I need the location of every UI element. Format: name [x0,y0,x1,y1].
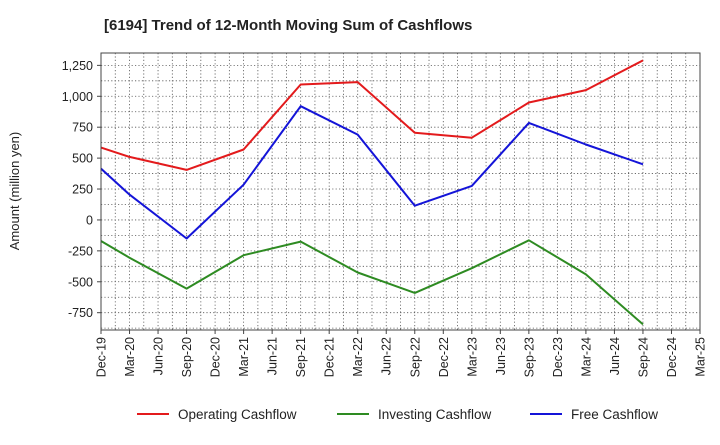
y-tick-label: 1,250 [62,59,93,73]
series-line-investing-cashflow [100,239,644,326]
y-tick-label: 500 [72,152,93,166]
x-axis-ticks: Dec-19 Mar-20 Jun-20 Sep-20 Dec-20 Mar-21 Jun-… [95,330,708,377]
x-tick-label: Dec-24 [665,337,679,377]
x-tick-label: Sep-21 [294,337,308,377]
chart-title: [6194] Trend of 12-Month Moving Sum of C… [104,17,472,34]
y-tick-label: -250 [68,244,93,258]
x-tick-label: Mar-21 [237,337,251,377]
x-tick-label: Dec-19 [95,337,109,377]
x-tick-label: Dec-22 [437,337,451,377]
y-axis-ticks: -750 -500 -250 0 250 500 750 1,000 1,250 [62,59,101,320]
x-tick-label: Sep-23 [522,337,536,377]
y-tick-label: 0 [86,213,93,227]
x-tick-label: Sep-24 [636,337,650,377]
x-tick-label: Jun-21 [266,337,280,375]
x-tick-label: Mar-22 [351,337,365,377]
y-axis-title: Amount (million yen) [7,132,22,251]
y-tick-label: -750 [68,306,93,320]
legend-label-free-cashflow: Free Cashflow [571,407,658,422]
series-line-operating-cashflow [100,59,644,171]
series-lines [100,59,644,326]
x-tick-label: Dec-20 [209,337,223,377]
y-tick-label: -500 [68,275,93,289]
x-tick-label: Jun-20 [152,337,166,375]
legend: Operating Cashflow Investing Cashflow Free… [137,407,658,422]
legend-label-investing-cashflow: Investing Cashflow [378,407,492,422]
x-tick-label: Dec-21 [323,337,337,377]
y-tick-label: 250 [72,183,93,197]
x-tick-label: Jun-24 [608,337,622,375]
plot-frame [100,52,701,331]
x-tick-label: Mar-20 [123,337,137,377]
x-tick-label: Sep-22 [408,337,422,377]
series-line-free-cashflow [100,105,644,240]
y-tick-label: 1,000 [62,90,93,104]
x-tick-label: Mar-25 [694,337,708,377]
y-tick-label: 750 [72,121,93,135]
legend-label-operating-cashflow: Operating Cashflow [178,407,297,422]
x-tick-label: Mar-24 [579,337,593,377]
x-tick-label: Dec-23 [551,337,565,377]
x-tick-label: Jun-23 [494,337,508,375]
x-tick-label: Mar-23 [465,337,479,377]
x-tick-label: Jun-22 [380,337,394,375]
x-tick-label: Sep-20 [180,337,194,377]
